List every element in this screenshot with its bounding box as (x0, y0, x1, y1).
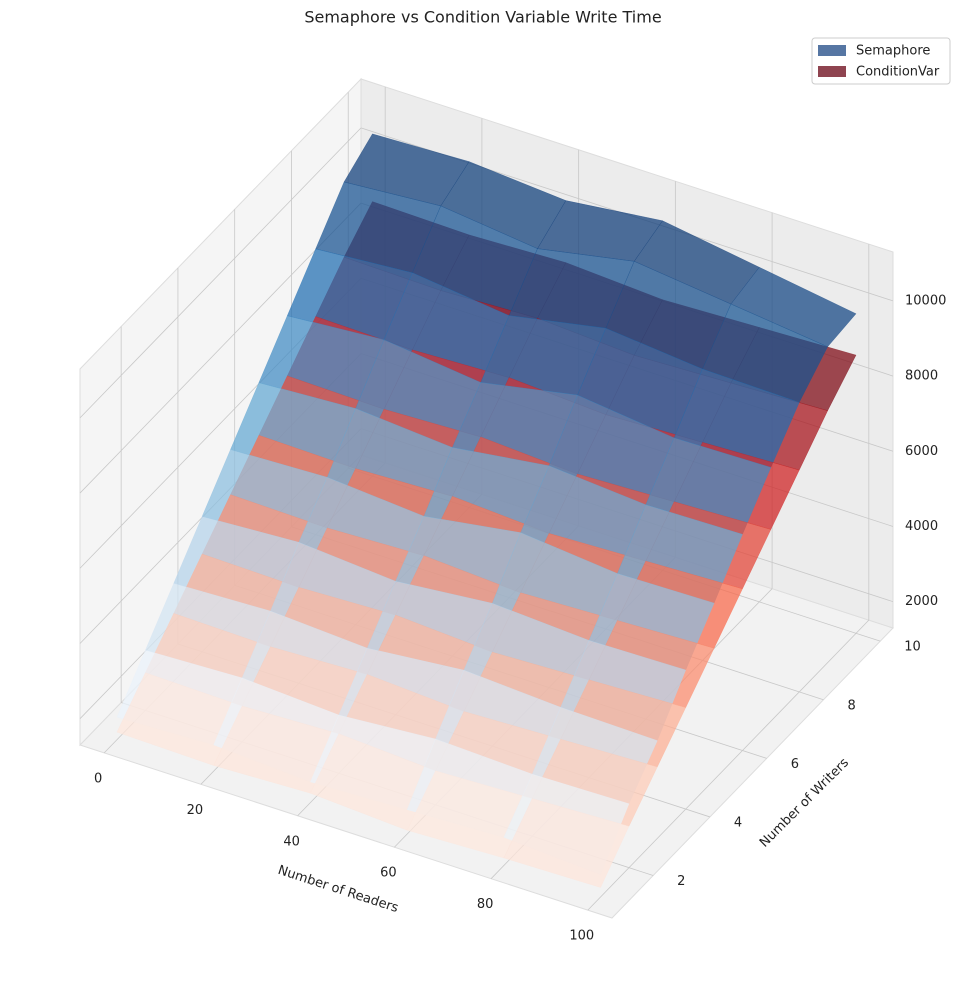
legend-box (811, 37, 951, 85)
y-tick-label: 6 (791, 757, 799, 772)
y-tick-label: 2 (677, 874, 685, 889)
x-tick-label: 80 (477, 897, 494, 912)
y-tick-label: 4 (734, 815, 742, 830)
x-tick-label: 20 (187, 803, 204, 818)
z-tick-label: 6000 (905, 444, 938, 459)
x-tick-label: 0 (94, 771, 102, 786)
y-tick-label: 8 (847, 698, 855, 713)
x-tick-label: 40 (283, 834, 300, 849)
legend-swatch (818, 45, 846, 56)
x-tick-label: 60 (380, 866, 397, 881)
x-tick-label: 100 (569, 929, 594, 944)
y-tick-label: 10 (904, 640, 921, 655)
grid-line (79, 202, 362, 494)
y-axis-label: Number of Writers (757, 755, 852, 850)
legend-swatch (818, 66, 846, 77)
grid-line (587, 619, 870, 911)
z-tick-label: 2000 (905, 594, 938, 609)
grid-line (79, 127, 362, 419)
z-tick-label: 8000 (905, 369, 938, 384)
z-tick-label: 10000 (905, 293, 946, 308)
legend: Semaphore ConditionVar (811, 37, 951, 85)
legend-label: Semaphore (856, 44, 930, 59)
surface-cell (503, 798, 630, 888)
chart-title: Semaphore vs Condition Variable Write Ti… (304, 8, 661, 27)
legend-label: ConditionVar (856, 65, 940, 80)
z-tick-label: 4000 (905, 519, 938, 534)
